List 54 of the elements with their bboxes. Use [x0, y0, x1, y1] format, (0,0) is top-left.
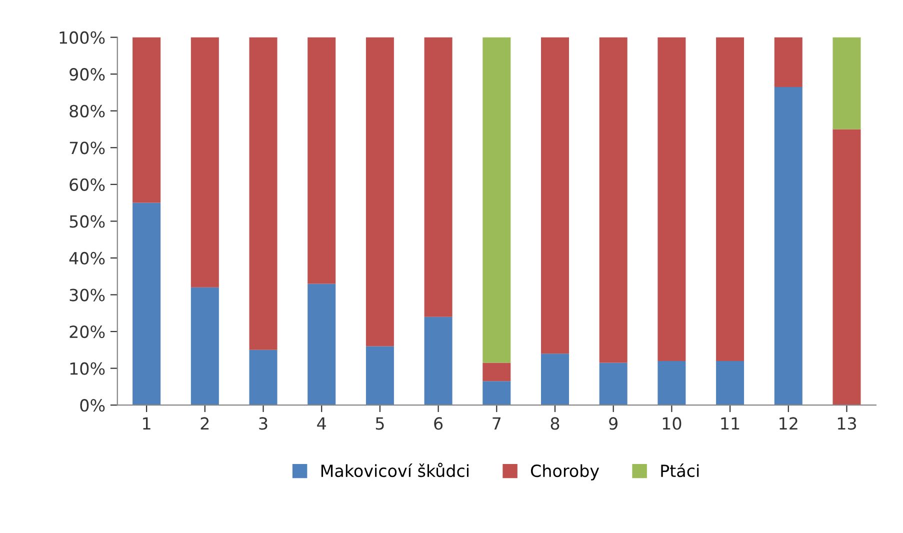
x-tick-label: 1: [143, 417, 150, 430]
bar: [658, 37, 686, 361]
bar: [482, 381, 511, 406]
bar: [482, 362, 511, 382]
y-tick-label: 30%: [70, 288, 105, 302]
x-tick-label: 11: [721, 417, 740, 430]
x-tick-label: 7: [492, 417, 501, 430]
bar: [774, 37, 802, 87]
y-tick-label: 40%: [69, 252, 105, 265]
bar: [249, 350, 278, 406]
bar: [658, 360, 686, 406]
bar: [540, 37, 569, 354]
x-tick-label: 13: [838, 417, 856, 430]
bar: [190, 287, 219, 406]
bar: [308, 37, 336, 284]
bar: [774, 86, 802, 406]
y-tick-label: 20%: [70, 325, 105, 338]
bar: [249, 37, 278, 350]
bar: [716, 37, 744, 361]
y-tick-label: 70%: [70, 142, 105, 154]
x-tick-label: 2: [200, 417, 209, 430]
y-tick-label: 90%: [70, 68, 105, 81]
legend-label: Ptáci: [661, 464, 699, 478]
y-tick-label: 10%: [70, 362, 105, 375]
bar: [366, 37, 394, 346]
bar: [366, 346, 394, 406]
y-tick-label: 0%: [80, 399, 105, 412]
bar: [599, 362, 628, 406]
y-tick-label: 60%: [70, 178, 105, 191]
x-tick-label: 3: [259, 417, 268, 430]
bar: [482, 37, 511, 363]
legend-label: Makovicoví škůdci: [321, 462, 468, 478]
y-tick-label: 80%: [70, 104, 105, 118]
bar: [424, 37, 452, 317]
x-tick-label: 5: [376, 417, 384, 430]
x-tick-label: 6: [434, 417, 443, 430]
bar: [424, 316, 452, 406]
x-tick-label: 4: [317, 417, 326, 430]
bar: [832, 129, 861, 406]
x-tick-label: 9: [609, 417, 618, 430]
bar: [599, 37, 628, 363]
legend-label: Choroby: [530, 464, 600, 480]
bar: [190, 37, 219, 288]
x-tick-label: 8: [550, 417, 560, 430]
bar: [132, 37, 161, 203]
y-tick-label: 50%: [70, 215, 105, 228]
x-tick-label: 10: [662, 417, 682, 430]
bar: [540, 354, 569, 406]
bar: [716, 360, 744, 406]
x-tick-label: 12: [780, 417, 798, 430]
y-tick-label: 100%: [60, 31, 105, 44]
bar: [132, 202, 161, 406]
bar: [832, 37, 861, 130]
bar: [308, 284, 336, 406]
